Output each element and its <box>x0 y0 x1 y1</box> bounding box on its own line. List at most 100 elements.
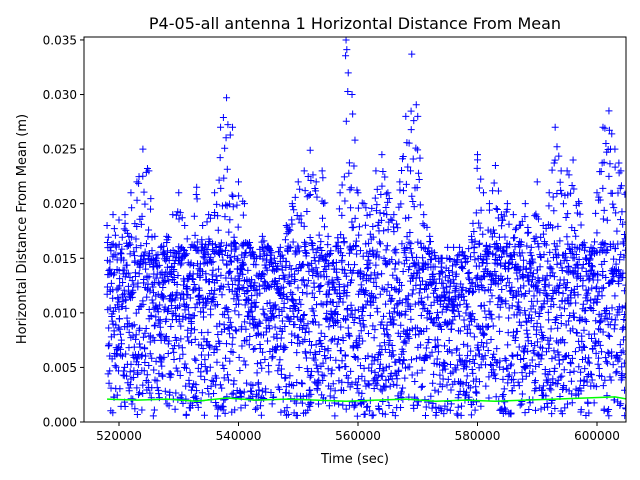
data-point <box>231 406 239 414</box>
data-point <box>226 253 234 261</box>
data-point <box>286 226 294 234</box>
data-point <box>333 303 341 310</box>
data-point <box>559 289 567 297</box>
data-point <box>320 352 328 360</box>
data-point <box>418 366 426 374</box>
peak-data-point <box>587 243 595 251</box>
data-point <box>295 364 303 372</box>
data-point <box>139 300 147 308</box>
data-point <box>279 271 287 279</box>
data-point <box>551 405 559 413</box>
data-point <box>122 350 130 358</box>
data-point <box>406 302 414 310</box>
data-point <box>620 287 626 295</box>
data-point <box>556 303 564 311</box>
data-point <box>489 187 497 195</box>
peak-data-point <box>396 178 404 186</box>
data-point <box>390 308 398 316</box>
data-point <box>398 310 406 318</box>
data-point <box>309 171 317 179</box>
data-point <box>333 340 341 348</box>
data-point <box>133 411 141 419</box>
data-point <box>182 395 190 403</box>
data-point <box>234 223 242 231</box>
data-point <box>290 206 298 214</box>
data-point <box>590 330 598 338</box>
data-point <box>403 296 411 304</box>
data-point <box>278 307 286 315</box>
data-point <box>416 274 424 282</box>
data-point <box>317 238 325 246</box>
data-point <box>364 256 372 264</box>
data-point <box>578 315 586 323</box>
data-point <box>434 314 442 322</box>
data-point <box>508 376 516 384</box>
data-point <box>446 255 454 263</box>
data-point <box>374 221 382 229</box>
data-point <box>361 221 369 229</box>
data-point <box>378 270 386 278</box>
data-point <box>325 262 333 270</box>
data-point <box>147 205 155 213</box>
data-point <box>251 302 259 310</box>
data-point <box>621 412 626 420</box>
data-point <box>488 362 496 370</box>
data-point <box>369 233 377 241</box>
data-point <box>175 342 183 350</box>
data-point <box>198 351 206 359</box>
data-point <box>325 323 333 331</box>
x-tick-label: 580000 <box>455 429 501 443</box>
data-point <box>215 176 223 184</box>
data-point <box>355 332 363 340</box>
data-point <box>142 240 150 248</box>
data-point <box>610 273 618 281</box>
peak-data-point <box>163 232 171 240</box>
data-point <box>562 213 570 221</box>
data-point <box>238 241 246 249</box>
data-point <box>385 309 393 317</box>
data-point <box>220 374 228 382</box>
data-point <box>514 275 522 283</box>
data-point <box>564 262 572 270</box>
data-point <box>206 363 214 371</box>
data-point <box>476 239 484 247</box>
data-point <box>387 370 395 378</box>
data-point <box>184 326 192 334</box>
data-point <box>409 198 417 206</box>
data-point <box>296 339 304 347</box>
data-point <box>448 349 456 357</box>
data-point <box>494 214 502 222</box>
data-point <box>417 239 425 247</box>
data-point <box>352 237 360 245</box>
data-point <box>127 233 135 241</box>
data-point <box>176 355 184 363</box>
peak-data-point <box>300 167 308 175</box>
data-point <box>311 349 319 357</box>
data-point <box>496 363 504 371</box>
data-point <box>149 412 157 420</box>
data-point <box>456 312 464 320</box>
data-point <box>300 310 308 318</box>
data-point <box>458 402 466 410</box>
data-point <box>492 251 500 259</box>
data-point <box>323 309 331 317</box>
data-point <box>355 223 363 231</box>
data-point <box>507 362 515 370</box>
data-point <box>467 253 475 261</box>
data-point <box>115 315 123 323</box>
data-point <box>496 327 504 335</box>
data-point <box>139 381 147 389</box>
data-point <box>334 238 342 246</box>
data-point <box>122 226 130 234</box>
data-point <box>188 338 196 346</box>
data-point <box>331 387 339 395</box>
data-point <box>282 264 290 272</box>
data-point <box>572 329 580 337</box>
data-point <box>232 240 240 248</box>
data-point <box>399 268 407 276</box>
data-point <box>464 303 472 311</box>
data-point <box>209 258 217 266</box>
data-point <box>533 338 541 346</box>
data-point <box>205 351 213 359</box>
data-point <box>212 402 220 410</box>
